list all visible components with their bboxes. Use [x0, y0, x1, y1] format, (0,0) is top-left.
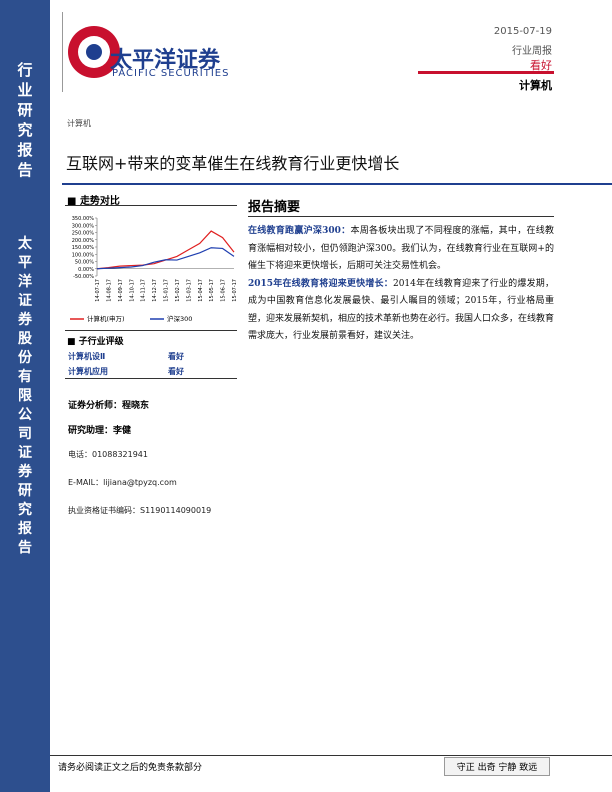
rule	[65, 205, 237, 206]
rating-cell: 看好	[168, 367, 184, 376]
rating-heading: ■ 子行业评级	[67, 337, 124, 347]
logo-cn: 太平洋证券	[110, 48, 221, 73]
y-tick-label: 350.00%	[72, 216, 94, 222]
y-tick-label: 100.00%	[72, 252, 94, 258]
assistant: 研究助理：李健	[68, 426, 132, 436]
rule	[65, 378, 237, 379]
paragraph: 2015年在线教育将迎来更快增长：2014年在线教育迎来了行业的爆发期，成为中国…	[248, 276, 554, 346]
chart-heading: ■ 走势对比	[67, 196, 120, 207]
x-tick-label: 14-12-17	[152, 279, 158, 302]
text: 2014年在线教育迎来了行业的爆发期，成为中国教育信息化发展最快、最引人瞩目的领…	[248, 278, 555, 342]
text: 本周各板块出现了不同程度的涨幅，其中，在线教育涨幅相对较小，但仍领跑沪深300。…	[248, 226, 554, 271]
logo-en: PACIFIC SECURITIES	[112, 68, 230, 79]
x-tick-label: 14-08-17	[106, 279, 112, 302]
rule	[65, 330, 237, 331]
x-tick-label: 14-10-17	[129, 279, 135, 302]
y-tick-label: 0.00%	[78, 267, 94, 273]
x-tick-label: 14-11-17	[141, 279, 147, 302]
paragraph: 在线教育跑赢沪深300：本周各板块出现了不同程度的涨幅，其中，在线教育涨幅相对较…	[248, 223, 554, 276]
rating-cell: 看好	[168, 352, 184, 361]
rule	[248, 216, 554, 217]
license: 执业资格证书编码：S1190114090019	[68, 506, 212, 515]
summary-heading: 报告摘要	[248, 200, 301, 215]
footer-rule	[50, 755, 612, 756]
y-tick-label: 150.00%	[72, 245, 94, 251]
logo-icon	[62, 12, 120, 92]
sidebar-top: 行业研究报告	[17, 61, 33, 179]
email: E-MAIL：lijiana@tpyzq.com	[68, 478, 177, 487]
x-tick-label: 14-09-17	[118, 279, 124, 302]
x-tick-label: 15-06-17	[221, 279, 227, 302]
y-tick-label: 300.00%	[72, 223, 94, 229]
y-tick-label: 200.00%	[72, 238, 94, 244]
disclaimer: 请务必阅读正文之后的免责条款部分	[58, 763, 203, 773]
x-tick-label: 15-04-17	[198, 279, 204, 302]
rating: 看好	[530, 59, 552, 72]
summary: 在线教育跑赢沪深300：本周各板块出现了不同程度的涨幅，其中，在线教育涨幅相对较…	[248, 223, 554, 346]
x-tick-label: 15-03-17	[186, 279, 192, 302]
sidebar-bottom: 太平洋证券股份有限公司证券研究报告	[18, 236, 32, 556]
y-tick-label: 50.00%	[75, 260, 94, 266]
x-tick-label: 15-01-17	[164, 279, 170, 302]
header-rule	[418, 71, 554, 74]
chart: -50.00%0.00%50.00% 100.00%150.00%200.00%2…	[70, 216, 238, 323]
y-tick-label: -50.00%	[73, 274, 94, 280]
rating-cell: 计算机应用	[68, 367, 108, 376]
x-tick-label: 15-07-17	[232, 279, 238, 302]
report-type: 行业周报	[512, 46, 552, 57]
rating-heading-text: 子行业评级	[78, 337, 124, 347]
x-tick-label: 15-05-17	[209, 279, 215, 302]
title-rule	[62, 183, 612, 185]
section: 计算机	[67, 119, 91, 128]
series-line	[96, 230, 235, 270]
x-tick-label: 15-02-17	[175, 279, 181, 302]
series-line	[96, 247, 235, 270]
sidebar: 行业研究报告 太平洋证券股份有限公司证券研究报告	[0, 0, 50, 792]
analyst: 证券分析师：程晓东	[68, 401, 150, 411]
legend-label: 沪深300	[167, 314, 192, 323]
lead: 2015年在线教育将迎来更快增长：	[248, 278, 393, 289]
phone: 电话：01088321941	[68, 450, 148, 459]
rating-cell: 计算机设Ⅱ	[68, 352, 106, 361]
lead: 在线教育跑赢沪深300：	[248, 226, 351, 236]
title: 互联网+带来的变革催生在线教育行业更快增长	[66, 154, 400, 173]
y-tick-label: 250.00%	[72, 231, 94, 237]
industry: 计算机	[519, 79, 552, 92]
legend-label: 计算机(申万)	[87, 314, 125, 323]
x-tick-label: 14-07-17	[95, 279, 101, 302]
chart-heading-text: 走势对比	[79, 196, 120, 207]
date: 2015-07-19	[493, 26, 552, 37]
motto: 守正 出奇 宁静 致远	[444, 757, 550, 776]
